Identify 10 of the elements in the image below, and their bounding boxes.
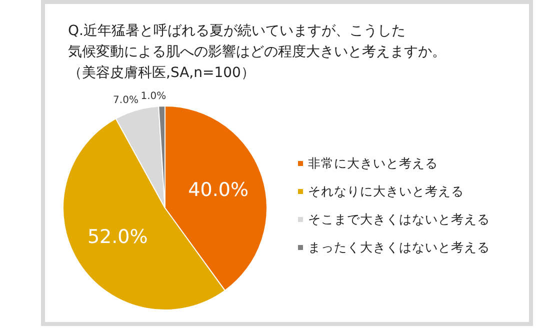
legend-label: 非常に大きいと考える	[308, 155, 438, 170]
data-label: 52.0%	[87, 226, 148, 248]
chart-title: Q.近年猛暑と呼ばれる夏が続いていますが、こうした気候変動による肌への影響はどの程度大きいと考えますか。	[68, 22, 446, 60]
legend-label: そこまで大きくはないと考える	[308, 211, 490, 226]
data-label: 40.0%	[188, 178, 249, 201]
data-label: 7.0%	[113, 95, 138, 106]
legend-label: それなりに大きいと考える	[308, 183, 464, 198]
legend-label: まったく大きくはないと考える	[308, 239, 490, 254]
chart-subtitle: （美容皮膚科医,SA,n=100）	[68, 64, 255, 81]
data-label: 1.0%	[140, 90, 166, 102]
